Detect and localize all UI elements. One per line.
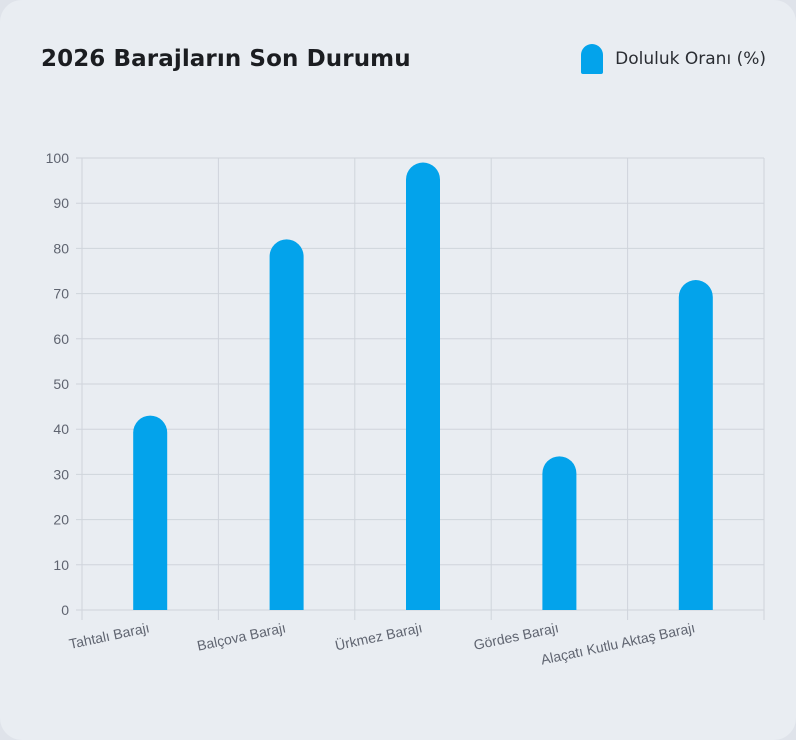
y-tick-label: 70 [53,286,69,302]
y-tick-label: 60 [53,331,69,347]
bar[interactable] [133,415,168,610]
y-tick-label: 30 [53,466,69,482]
x-tick-label: Tahtalı Barajı [68,619,151,652]
legend-label: Doluluk Oranı (%) [615,49,766,69]
y-tick-label: 90 [53,195,69,211]
y-tick-label: 80 [53,240,69,256]
y-tick-label: 50 [53,376,69,392]
bars [133,162,713,610]
y-tick-label: 20 [53,512,69,528]
y-tick-label: 10 [53,557,69,573]
y-tick-label: 0 [61,602,69,618]
bar[interactable] [678,280,713,610]
legend[interactable]: Doluluk Oranı (%) [581,44,766,74]
bar[interactable] [542,456,577,610]
x-tick-label: Gördes Barajı [472,619,560,653]
x-tick-label: Alaçatı Kutlu Aktaş Barajı [539,619,696,667]
y-axis-ticks: 0 10 20 30 40 50 60 70 80 90 100 [46,150,70,618]
bar[interactable] [269,239,304,610]
x-axis-ticks: Tahtalı Barajı Balçova Barajı Ürkmez Baraj… [68,618,697,667]
chart-title: 2026 Barajların Son Durumu [41,46,411,72]
x-tick-label: Balçova Barajı [196,619,288,653]
y-tick-label: 40 [53,421,69,437]
bar[interactable] [406,162,440,610]
x-tick-label: Ürkmez Barajı [333,618,423,653]
bar-chart: 0 10 20 30 40 50 60 70 80 90 100 Tahtalı Barajı Bal… [46,150,765,668]
y-tick-label: 100 [46,150,70,166]
legend-swatch [581,44,604,74]
